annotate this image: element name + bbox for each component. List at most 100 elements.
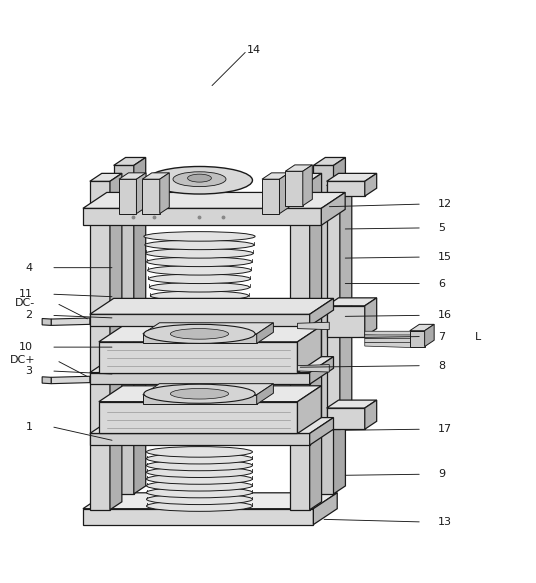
Text: 4: 4 <box>26 263 33 273</box>
Polygon shape <box>142 173 169 179</box>
Text: DC+: DC+ <box>10 356 35 366</box>
Ellipse shape <box>173 172 226 187</box>
Polygon shape <box>143 334 257 343</box>
Polygon shape <box>326 181 365 196</box>
Polygon shape <box>333 157 345 494</box>
Polygon shape <box>90 314 310 326</box>
Ellipse shape <box>144 324 255 343</box>
Ellipse shape <box>170 388 229 399</box>
Polygon shape <box>99 402 297 434</box>
Ellipse shape <box>146 494 252 504</box>
Ellipse shape <box>146 167 252 194</box>
Polygon shape <box>51 376 90 384</box>
Polygon shape <box>314 493 337 525</box>
Polygon shape <box>114 157 146 166</box>
Polygon shape <box>262 179 279 213</box>
Ellipse shape <box>151 291 249 300</box>
Polygon shape <box>310 298 333 326</box>
Polygon shape <box>143 323 273 334</box>
Polygon shape <box>90 417 333 434</box>
Polygon shape <box>289 181 310 510</box>
Text: 12: 12 <box>438 199 452 209</box>
Text: 3: 3 <box>26 366 33 376</box>
Ellipse shape <box>146 480 252 491</box>
Ellipse shape <box>146 501 252 511</box>
Ellipse shape <box>151 300 248 309</box>
Polygon shape <box>110 173 122 510</box>
Polygon shape <box>340 178 352 429</box>
Polygon shape <box>365 331 415 336</box>
Polygon shape <box>289 173 322 181</box>
Ellipse shape <box>144 231 255 241</box>
Polygon shape <box>90 357 333 373</box>
Polygon shape <box>365 335 415 340</box>
Polygon shape <box>314 166 333 494</box>
Polygon shape <box>365 173 377 196</box>
Polygon shape <box>257 384 273 405</box>
Text: 5: 5 <box>438 223 445 233</box>
Polygon shape <box>99 342 297 373</box>
Text: L: L <box>475 332 481 342</box>
Ellipse shape <box>146 473 252 484</box>
Polygon shape <box>310 357 333 384</box>
Polygon shape <box>143 384 273 395</box>
Polygon shape <box>297 322 329 329</box>
Polygon shape <box>365 400 377 429</box>
Polygon shape <box>114 166 134 494</box>
Polygon shape <box>83 208 321 225</box>
Polygon shape <box>51 318 90 325</box>
Ellipse shape <box>147 257 252 266</box>
Text: 11: 11 <box>19 289 33 299</box>
Text: 8: 8 <box>438 361 445 371</box>
Text: 10: 10 <box>19 342 33 352</box>
Polygon shape <box>134 157 146 494</box>
Text: DC-: DC- <box>15 298 35 308</box>
Polygon shape <box>326 178 352 185</box>
Polygon shape <box>99 386 321 402</box>
Polygon shape <box>257 323 273 343</box>
Polygon shape <box>99 326 321 342</box>
Text: 15: 15 <box>438 252 452 262</box>
Polygon shape <box>365 298 377 336</box>
Polygon shape <box>90 173 122 181</box>
Text: 6: 6 <box>438 279 445 289</box>
Text: 7: 7 <box>438 332 445 342</box>
Polygon shape <box>119 179 137 213</box>
Polygon shape <box>90 373 310 384</box>
Polygon shape <box>143 395 257 405</box>
Polygon shape <box>365 342 415 347</box>
Text: 14: 14 <box>247 45 261 55</box>
Polygon shape <box>160 173 169 213</box>
Polygon shape <box>42 377 51 384</box>
Text: 1: 1 <box>26 422 33 431</box>
Polygon shape <box>137 173 146 213</box>
Polygon shape <box>83 509 314 525</box>
Text: 16: 16 <box>438 310 452 320</box>
Polygon shape <box>42 318 51 325</box>
Polygon shape <box>142 179 160 213</box>
Polygon shape <box>83 493 337 509</box>
Text: 9: 9 <box>438 469 445 479</box>
Polygon shape <box>410 331 425 346</box>
Polygon shape <box>314 157 345 166</box>
Polygon shape <box>285 171 303 206</box>
Polygon shape <box>425 324 434 346</box>
Polygon shape <box>326 173 377 181</box>
Polygon shape <box>119 173 146 179</box>
Polygon shape <box>326 185 340 429</box>
Polygon shape <box>297 364 329 372</box>
Ellipse shape <box>188 174 211 182</box>
Ellipse shape <box>170 329 229 339</box>
Polygon shape <box>262 173 289 179</box>
Polygon shape <box>90 298 333 314</box>
Polygon shape <box>326 408 365 429</box>
Polygon shape <box>279 173 289 213</box>
Ellipse shape <box>150 283 250 292</box>
Ellipse shape <box>145 240 254 250</box>
Ellipse shape <box>152 308 247 318</box>
Polygon shape <box>83 192 345 208</box>
Text: 17: 17 <box>438 424 452 434</box>
Polygon shape <box>326 400 377 408</box>
Polygon shape <box>285 165 312 171</box>
Polygon shape <box>326 298 377 306</box>
